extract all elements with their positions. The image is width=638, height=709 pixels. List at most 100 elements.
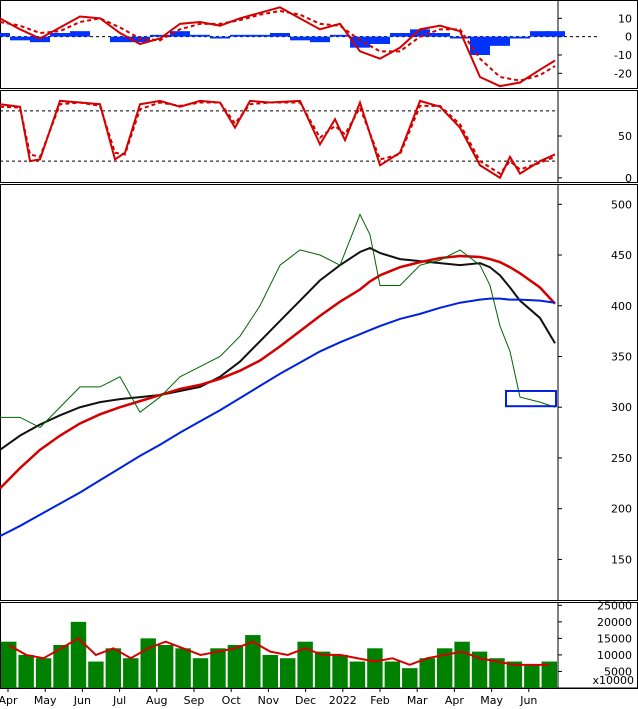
volume-bar [314,651,331,688]
volume-bar [436,648,453,688]
price-panel-frame [0,184,638,601]
stochastic-ytick-label: 50 [618,130,632,143]
price-ytick-label: 200 [611,503,632,516]
macd-histogram-bar [10,36,30,41]
macd-histogram-bar [50,33,70,37]
macd-histogram-bar [330,34,350,37]
price-series-line-2 [0,297,556,537]
volume-bar [297,641,313,688]
volume-bar [192,658,209,688]
volume-bar [70,621,87,688]
price-ytick-label: 500 [611,198,632,211]
volume-bar [349,661,366,688]
macd-panel-frame [0,0,638,89]
volume-bar [541,661,557,688]
price-annotation-box [505,389,557,408]
x-tick-label: May [34,694,57,707]
macd-ytick-label: 0 [625,31,632,44]
macd-histogram-bar [210,36,230,39]
x-tick-label: Jun [519,694,537,707]
x-tick-label: Aug [146,694,167,707]
volume-bar [210,648,226,688]
volume-bar [53,645,69,688]
volume-bar [262,654,278,688]
macd-histogram-bar [350,36,370,48]
volume-bar [454,641,470,688]
macd-histogram-bar [390,33,410,37]
macd-ytick-label: -10 [614,49,632,62]
x-tick-label: Jul [112,694,126,707]
macd-histogram-bar [510,36,530,39]
price-series-line-1 [0,254,556,490]
macd-histogram-bar [410,29,430,37]
x-tick-label: Apr [445,694,465,707]
price-series-line-3 [0,213,556,429]
macd-histogram-bar [290,36,310,41]
volume-bar [227,645,244,688]
macd-histogram-bar [110,36,130,43]
stochastic-series-line-1 [0,101,556,175]
x-tick-label: Jun [73,694,91,707]
volume-bar [245,635,261,688]
volume-bar [105,648,122,688]
volume-ytick-label: 10000 [597,649,632,662]
macd-ytick-label: 10 [618,12,632,25]
x-tick-label: 2022 [329,694,357,707]
x-tick-label: Feb [370,694,389,707]
macd-histogram-bar [490,36,510,46]
volume-bar [1,641,17,688]
macd-histogram-bar [170,31,190,37]
volume-ytick-label: 5000 [604,665,632,678]
macd-ytick-label: -20 [614,67,632,80]
x-tick-label: Mar [407,694,428,707]
volume-unit-label: x10000 [592,674,634,687]
volume-ytick-label: 25000 [597,599,632,612]
macd-histogram-bar [70,31,90,37]
macd-histogram-bar [430,33,450,37]
volume-bar [506,661,523,688]
stochastic-series-line-0 [0,99,556,180]
volume-bar [489,658,505,688]
x-tick-label: May [480,694,503,707]
volume-bar [367,648,383,688]
stochastic-ytick-label: 0 [625,172,632,185]
volume-bar [157,645,174,688]
price-ytick-label: 400 [611,300,632,313]
price-ytick-label: 350 [611,350,632,363]
volume-moving-average-line [8,637,550,666]
volume-bar [524,664,540,688]
macd-histogram-bar [150,34,170,37]
volume-bar [332,654,348,688]
volume-ytick-label: 15000 [597,632,632,645]
price-ytick-label: 250 [611,452,632,465]
volume-bar [35,658,52,688]
volume-bar [402,668,418,688]
macd-histogram-bar [470,36,490,55]
macd-histogram-bar [250,34,270,37]
price-ytick-label: 150 [611,553,632,566]
price-ytick-label: 450 [611,249,632,262]
volume-bar [123,658,139,688]
macd-histogram-bar [0,33,10,37]
macd-series-line-0 [0,6,556,88]
x-tick-label: Apr [0,694,18,707]
macd-histogram-bar [190,34,210,37]
volume-bar [280,658,296,688]
volume-bar [419,658,435,688]
price-series-line-0 [0,246,556,451]
x-tick-label: Sep [184,694,205,707]
macd-histogram-bar [230,34,250,37]
macd-histogram-bar [450,36,470,39]
x-tick-label: Dec [295,694,316,707]
volume-bar [88,661,104,688]
macd-histogram-bar [370,36,390,44]
macd-histogram-bar [545,31,565,37]
volume-bar [471,651,488,688]
x-tick-label: Oct [222,694,242,707]
volume-bar [18,654,34,688]
price-ytick-label: 300 [611,401,632,414]
volume-bar [384,661,401,688]
volume-ytick-label: 20000 [597,616,632,629]
